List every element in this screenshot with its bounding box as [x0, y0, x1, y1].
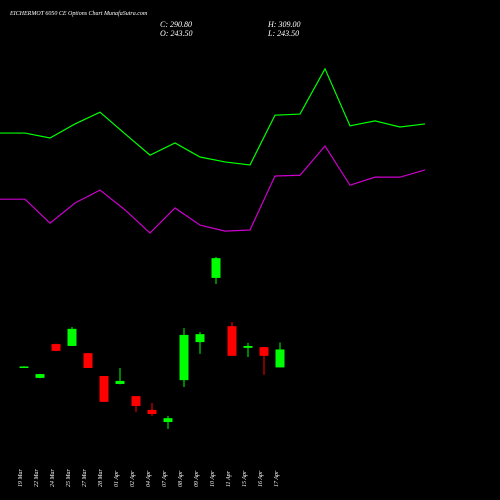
candle-body	[243, 345, 253, 348]
x-tick-label: 08 Apr	[178, 470, 184, 487]
candle-body	[131, 396, 141, 407]
candle-body	[99, 375, 109, 402]
candle-body	[259, 347, 269, 356]
candle-body	[195, 334, 205, 343]
x-tick-label: 19 Mar	[18, 469, 24, 487]
x-tick-label: 28 Mar	[98, 469, 104, 487]
candle-body	[227, 326, 237, 356]
x-tick-label: 11 Apr	[226, 470, 232, 487]
x-tick-label: 25 Mar	[66, 469, 72, 487]
candle-body	[51, 344, 61, 351]
candle-body	[163, 418, 173, 422]
header-high: H: 309.00	[267, 20, 300, 29]
x-tick-label: 07 Apr	[162, 470, 168, 487]
header-low: L: 243.50	[267, 29, 299, 38]
candle-body	[147, 409, 157, 414]
x-tick-label: 01 Apr	[114, 470, 120, 487]
x-tick-label: 02 Apr	[130, 470, 136, 487]
candle-body	[211, 258, 221, 278]
candle-body	[35, 374, 45, 378]
x-tick-label: 09 Apr	[194, 470, 200, 487]
x-tick-label: 15 Apr	[242, 470, 248, 487]
indicator-line	[0, 144, 426, 234]
x-tick-label: 24 Mar	[49, 469, 56, 487]
header-close: C: 290.80	[160, 20, 192, 29]
candle-body	[19, 366, 29, 368]
x-tick-label: 10 Apr	[210, 470, 216, 487]
candle-body	[275, 349, 285, 368]
x-tick-label: 22 Mar	[34, 469, 40, 487]
x-tick-label: 27 Mar	[82, 469, 88, 487]
indicator-line	[0, 67, 426, 166]
candle-body	[115, 380, 125, 384]
x-tick-label: 16 Apr	[258, 470, 264, 487]
candle-body	[67, 328, 77, 346]
header-open: O: 243.50	[160, 29, 192, 38]
candle-body	[179, 334, 189, 381]
x-tick-label: 17 Apr	[274, 470, 280, 487]
candle-body	[83, 353, 93, 368]
chart-title: EICHERMOT 6050 CE Options Chart MunafaSu…	[9, 10, 148, 17]
x-tick-label: 04 Apr	[145, 470, 152, 487]
